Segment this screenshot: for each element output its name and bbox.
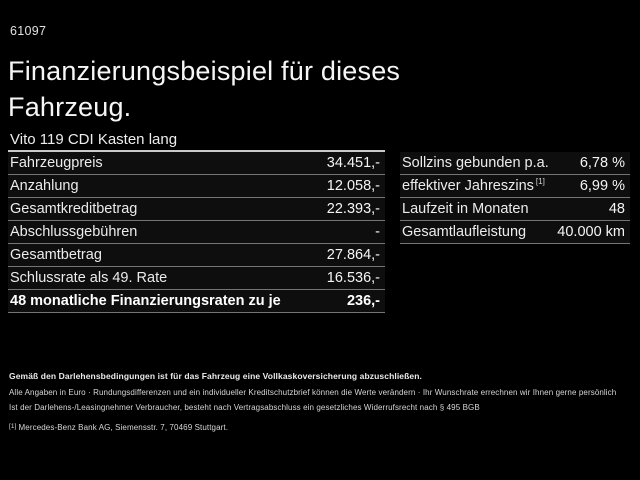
row-value: 48 xyxy=(608,201,625,217)
table-row-gesamtkreditbetrag: Gesamtkreditbetrag 22.393,- xyxy=(8,198,385,221)
footnote-marker: [1] xyxy=(9,423,17,430)
footnote-marker: [1] xyxy=(535,177,545,186)
page-title-line2: Fahrzeug. xyxy=(8,92,132,122)
row-label: Anzahlung xyxy=(10,178,79,194)
row-label: effektiver Jahreszins [1] xyxy=(402,177,545,195)
row-value: 236,- xyxy=(346,293,380,309)
row-value: 34.451,- xyxy=(326,155,380,171)
fine-print: Gemäß den Darlehensbedingungen ist für d… xyxy=(9,371,631,437)
row-label: Schlussrate als 49. Rate xyxy=(10,270,168,286)
table-row-sollzins: Sollzins gebunden p.a. 6,78 % xyxy=(400,152,630,175)
vehicle-model: Vito 119 CDI Kasten lang xyxy=(10,131,178,148)
table-row-laufzeit: Laufzeit in Monaten 48 xyxy=(400,198,630,221)
insurance-note: Gemäß den Darlehensbedingungen ist für d… xyxy=(9,371,422,381)
page-title: Finanzierungsbeispiel für dieses Fahrzeug… xyxy=(8,53,400,125)
row-label: Gesamtbetrag xyxy=(10,247,102,263)
stock-number: 61097 xyxy=(10,24,47,38)
table-row-gesamtbetrag: Gesamtbetrag 27.864,- xyxy=(8,244,385,267)
row-value: 12.058,- xyxy=(326,178,380,194)
table-row-anzahlung: Anzahlung 12.058,- xyxy=(8,175,385,198)
row-label: Gesamtlaufleistung xyxy=(402,224,527,240)
row-value: 6,78 % xyxy=(579,155,625,171)
footnote-text: Mercedes-Benz Bank AG, Siemensstr. 7, 70… xyxy=(18,423,229,432)
table-row-gesamtlaufleistung: Gesamtlaufleistung 40.000 km xyxy=(400,221,630,244)
row-value: - xyxy=(375,224,380,240)
financing-table: Fahrzeugpreis 34.451,- Anzahlung 12.058,… xyxy=(8,150,385,313)
row-label: Sollzins gebunden p.a. xyxy=(402,155,549,171)
table-row-abschlussgebuehren: Abschlussgebühren - xyxy=(8,221,385,244)
row-value: 22.393,- xyxy=(326,201,380,217)
row-value: 6,99 % xyxy=(579,178,625,194)
row-label: Laufzeit in Monaten xyxy=(402,201,529,217)
footnote: [1] Mercedes-Benz Bank AG, Siemensstr. 7,… xyxy=(9,422,631,433)
table-row-monatsrate: 48 monatliche Finanzierungsraten zu je 2… xyxy=(8,290,385,313)
disclaimer-note: Alle Angaben in Euro · Rundungsdifferenz… xyxy=(9,388,617,397)
row-value: 27.864,- xyxy=(326,247,380,263)
row-value: 40.000 km xyxy=(557,224,625,240)
row-label: Abschlussgebühren xyxy=(10,224,138,240)
row-value: 16.536,- xyxy=(326,270,380,286)
table-row-fahrzeugpreis: Fahrzeugpreis 34.451,- xyxy=(8,152,385,175)
row-label: Gesamtkreditbetrag xyxy=(10,201,138,217)
page-title-line1: Finanzierungsbeispiel für dieses xyxy=(8,56,401,86)
row-label: Fahrzeugpreis xyxy=(10,155,103,171)
table-row-effektivzins: effektiver Jahreszins [1] 6,99 % xyxy=(400,175,630,198)
table-row-schlussrate: Schlussrate als 49. Rate 16.536,- xyxy=(8,267,385,290)
withdrawal-note: Ist der Darlehens-/Leasingnehmer Verbrau… xyxy=(9,403,480,412)
conditions-table: Sollzins gebunden p.a. 6,78 % effektiver… xyxy=(400,152,630,244)
row-label: 48 monatliche Finanzierungsraten zu je xyxy=(10,293,281,309)
